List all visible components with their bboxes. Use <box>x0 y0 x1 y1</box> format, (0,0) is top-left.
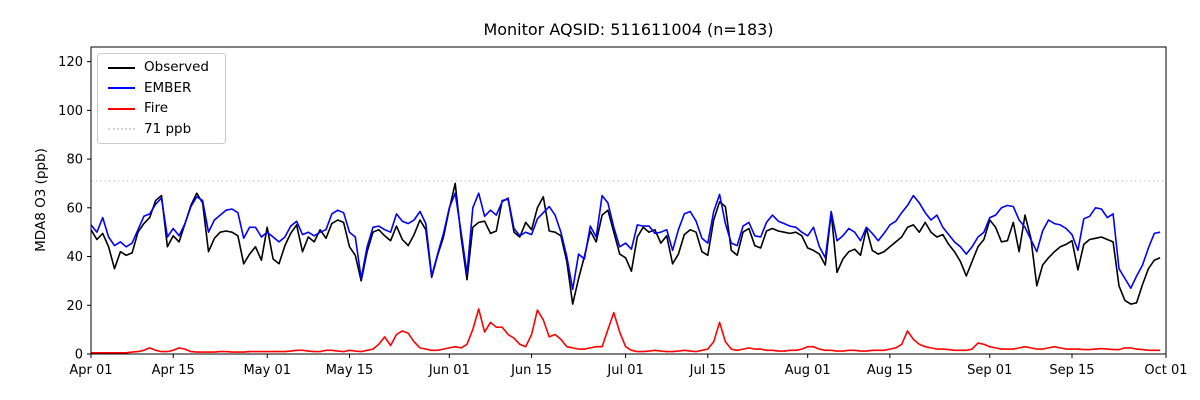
legend-label: EMBER <box>144 79 192 96</box>
legend-line-sample <box>108 87 135 90</box>
legend-line-sample <box>108 66 135 69</box>
legend-item-observed: Observed <box>108 59 215 75</box>
y-tick-label: 80 <box>66 153 83 168</box>
y-tick-label: 0 <box>75 348 83 363</box>
x-tick-label: May 15 <box>326 363 374 378</box>
ember-line <box>90 192 1161 291</box>
y-tick-label: 100 <box>58 104 83 119</box>
legend-label: Fire <box>144 100 169 116</box>
legend-label: 71 ppb <box>144 120 192 137</box>
legend-item-ember: EMBER <box>108 79 215 96</box>
x-tick-label: Sep 15 <box>1049 363 1094 378</box>
y-tick-label: 20 <box>66 299 83 314</box>
axes-box <box>90 46 1167 355</box>
x-tick-label: Jun 15 <box>510 363 552 378</box>
x-tick-label: Apr 15 <box>152 363 195 378</box>
legend-label: Observed <box>144 59 209 75</box>
y-tick-label: 60 <box>66 201 83 216</box>
legend-line-sample <box>108 128 135 131</box>
x-tick-label: Aug 01 <box>785 363 831 378</box>
legend-item-71-ppb: 71 ppb <box>108 120 215 137</box>
x-tick-label: Oct 01 <box>1144 363 1187 378</box>
x-tick-label: Jul 15 <box>689 363 726 378</box>
fire-line <box>91 308 1161 354</box>
observed-line <box>90 182 1161 305</box>
y-tick-label: 40 <box>66 250 83 265</box>
x-tick-label: Jul 01 <box>606 363 643 378</box>
y-tick-label: 120 <box>58 55 83 70</box>
legend: Observed EMBER Fire 71 ppb <box>97 53 226 144</box>
x-tick-label: Apr 01 <box>69 363 112 378</box>
x-tick-label: Jun 01 <box>428 363 470 378</box>
legend-line-sample <box>108 107 135 110</box>
legend-item-fire: Fire <box>108 100 215 116</box>
x-tick-label: Aug 15 <box>867 363 913 378</box>
x-tick-label: Sep 01 <box>967 363 1012 378</box>
x-tick-label: May 01 <box>243 363 291 378</box>
chart-title: Monitor AQSID: 511611004 (n=183) <box>483 20 774 39</box>
